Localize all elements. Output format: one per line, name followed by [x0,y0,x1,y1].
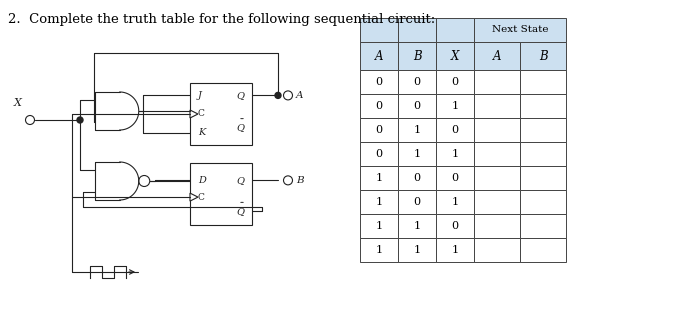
Polygon shape [190,193,198,201]
Bar [520,70,566,94]
Bar [190,83,252,145]
Bar [360,238,398,262]
Bar [436,94,474,118]
Bar [360,142,398,166]
Bar [520,190,566,214]
Text: 1: 1 [376,173,383,183]
Text: D: D [198,176,206,185]
Text: J: J [198,91,202,100]
Text: 0: 0 [413,77,420,87]
Bar [474,142,520,166]
Text: 1: 1 [413,221,420,231]
Bar [436,166,474,190]
Bar [436,190,474,214]
Bar [474,166,520,190]
Text: 0: 0 [376,77,383,87]
Text: 1: 1 [413,245,420,255]
Text: 1: 1 [413,149,420,159]
Text: Q: Q [236,123,244,132]
Text: 1: 1 [451,149,459,159]
Text: X: X [451,49,459,62]
Bar [474,94,520,118]
Text: 0: 0 [376,101,383,111]
Text: 0: 0 [413,173,420,183]
Bar [398,214,436,238]
Text: B: B [296,176,303,185]
Text: 1: 1 [376,221,383,231]
Bar [398,166,436,190]
Bar [520,94,566,118]
Bar [474,190,520,214]
Bar [474,18,566,42]
Text: 1: 1 [451,197,459,207]
Text: B: B [413,49,421,62]
Polygon shape [190,110,198,118]
Bar [436,238,474,262]
Bar [360,18,398,42]
Text: C: C [198,109,205,119]
Bar [436,42,474,70]
Text: A: A [493,49,502,62]
Bar [474,70,520,94]
Bar [398,42,436,70]
Bar [398,238,436,262]
Bar [436,118,474,142]
Bar [474,238,520,262]
Bar [520,142,566,166]
Bar [360,166,398,190]
Bar [190,163,252,225]
Text: A: A [296,91,303,100]
Bar [520,118,566,142]
Text: 0: 0 [451,173,459,183]
Text: Q: Q [236,91,244,100]
Circle shape [77,117,83,123]
Bar [520,238,566,262]
Bar [436,18,474,42]
Text: B: B [539,49,548,62]
Text: 0: 0 [413,101,420,111]
Text: Q: Q [236,176,244,185]
Bar [520,42,566,70]
Text: 1: 1 [413,125,420,135]
Text: 0: 0 [451,77,459,87]
Bar [398,142,436,166]
Bar [360,70,398,94]
Text: 0: 0 [376,125,383,135]
Text: Next State: Next State [492,26,548,35]
Bar [474,214,520,238]
Text: A: A [375,49,383,62]
Text: Q: Q [236,207,244,216]
Bar [436,142,474,166]
Bar [398,118,436,142]
Text: 0: 0 [376,149,383,159]
Text: 1: 1 [376,245,383,255]
Bar [474,42,520,70]
Bar [398,94,436,118]
Bar [436,70,474,94]
Bar [398,190,436,214]
Bar [520,166,566,190]
Bar [398,70,436,94]
Text: 0: 0 [451,221,459,231]
Text: 0: 0 [413,197,420,207]
Bar [398,18,436,42]
Bar [360,118,398,142]
Bar [520,214,566,238]
Circle shape [275,92,281,99]
Bar [436,214,474,238]
Bar [360,190,398,214]
Text: C: C [198,193,205,202]
Text: K: K [198,128,205,137]
Text: 0: 0 [451,125,459,135]
Bar [360,42,398,70]
Text: 2.  Complete the truth table for the following sequential circuit:: 2. Complete the truth table for the foll… [8,13,436,26]
Bar [360,94,398,118]
Text: 1: 1 [451,245,459,255]
Text: 1: 1 [376,197,383,207]
Text: X: X [14,98,22,108]
Bar [360,214,398,238]
Bar [474,118,520,142]
Text: 1: 1 [451,101,459,111]
